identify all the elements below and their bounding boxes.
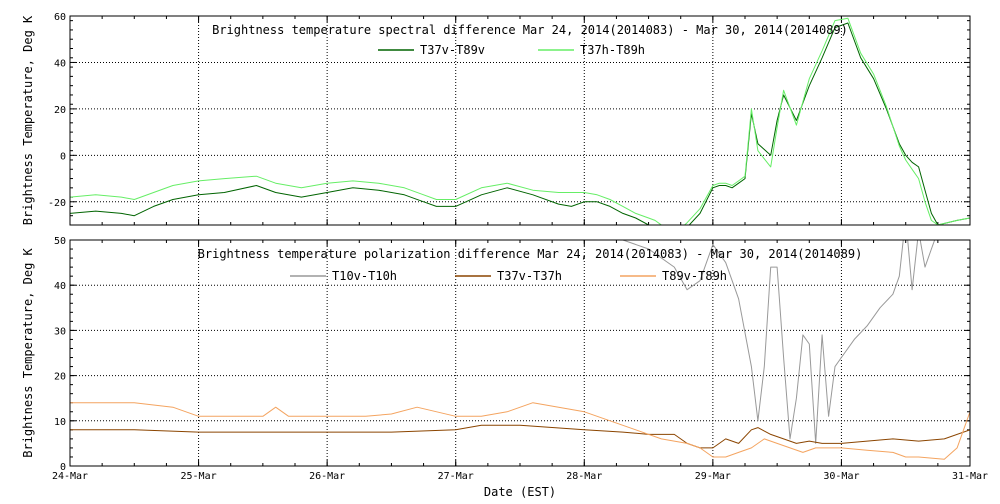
polarization-ytick-label: 40 xyxy=(54,281,66,292)
polarization-xtick-label: 26-Mar xyxy=(309,471,345,482)
spectral-ytick-label: -20 xyxy=(48,198,66,209)
polarization-series-line-0 xyxy=(618,240,945,444)
spectral-legend-label-1: T37h-T89h xyxy=(580,43,645,57)
polarization-legend-label-1: T37v-T37h xyxy=(497,269,562,283)
polarization-chart-title: Brightness temperature polarization diff… xyxy=(198,247,863,261)
spectral-ylabel: Brightness Temperature, Deg K xyxy=(21,15,35,225)
polarization-ytick-label: 30 xyxy=(54,326,66,337)
spectral-series-line-1 xyxy=(70,17,970,225)
spectral-plot-frame xyxy=(69,15,971,226)
polarization-series-line-2 xyxy=(70,402,970,460)
polarization-ylabel: Brightness Temperature, Deg K xyxy=(21,247,35,457)
spectral-ytick-label: 40 xyxy=(54,58,66,69)
spectral-ytick-label: 20 xyxy=(54,105,66,116)
spectral-chart-title: Brightness temperature spectral differen… xyxy=(212,23,848,37)
spectral-legend-label-0: T37v-T89v xyxy=(420,43,485,57)
polarization-legend-label-2: T89v-T89h xyxy=(662,269,727,283)
polarization-xtick-label: 31-Mar xyxy=(952,471,988,482)
polarization-xtick-label: 27-Mar xyxy=(438,471,474,482)
polarization-ytick-label: 0 xyxy=(60,462,66,473)
spectral-ytick-label: 0 xyxy=(60,151,66,162)
spectral-series-line-0 xyxy=(70,22,970,225)
polarization-xtick-label: 25-Mar xyxy=(181,471,217,482)
polarization-xtick-label: 30-Mar xyxy=(823,471,859,482)
polarization-ytick-label: 20 xyxy=(54,372,66,383)
polarization-series-line-1 xyxy=(70,424,970,449)
polarization-ytick-label: 10 xyxy=(54,417,66,428)
polarization-legend-label-0: T10v-T10h xyxy=(332,269,397,283)
polarization-xtick-label: 24-Mar xyxy=(52,471,88,482)
polarization-plot-frame xyxy=(69,239,971,467)
polarization-xtick-label: 29-Mar xyxy=(695,471,731,482)
polarization-xtick-label: 28-Mar xyxy=(566,471,602,482)
spectral-ytick-label: 60 xyxy=(54,12,66,23)
polarization-ytick-label: 50 xyxy=(54,236,66,247)
polarization-xlabel: Date (EST) xyxy=(484,485,556,499)
